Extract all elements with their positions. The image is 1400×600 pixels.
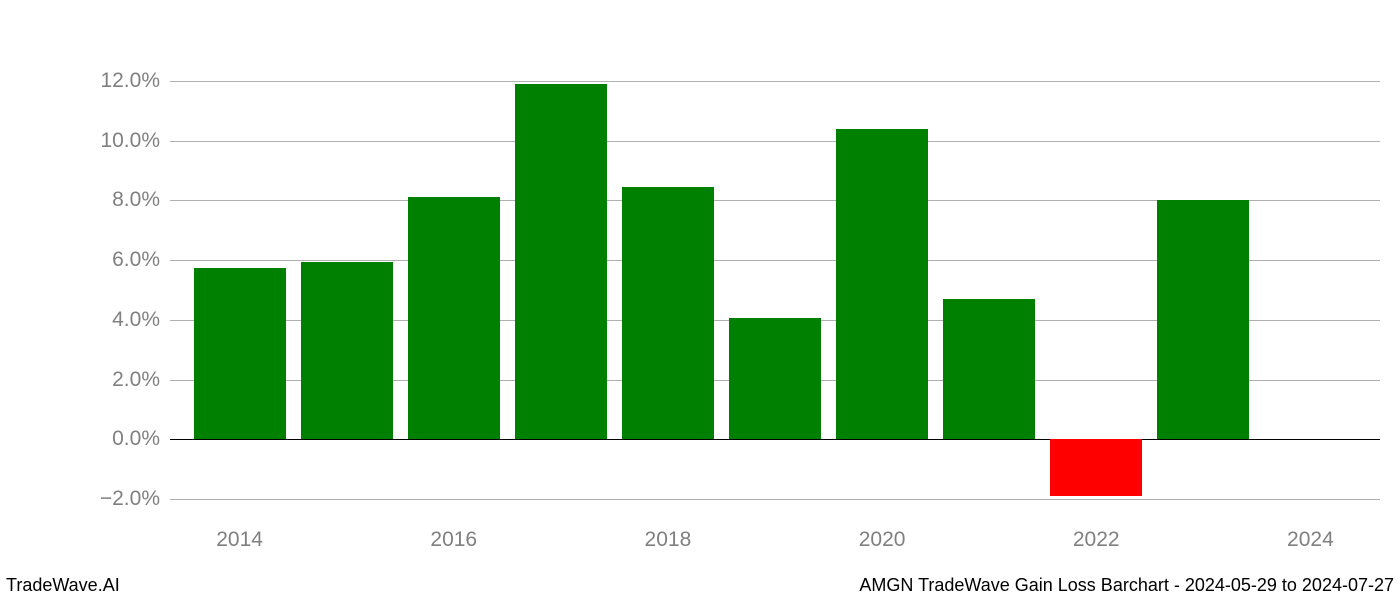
bar (515, 84, 607, 439)
y-tick-label: 10.0% (100, 129, 170, 153)
bar (1157, 200, 1249, 439)
bar (301, 262, 393, 440)
x-tick-label: 2022 (1073, 520, 1120, 552)
x-tick-label: 2014 (216, 520, 263, 552)
gridline (170, 81, 1380, 82)
y-tick-label: −2.0% (100, 487, 170, 511)
x-tick-label: 2018 (645, 520, 692, 552)
gridline (170, 141, 1380, 142)
zero-line (170, 439, 1380, 440)
y-tick-label: 4.0% (112, 308, 170, 332)
x-tick-label: 2016 (430, 520, 477, 552)
bar (836, 129, 928, 440)
bar (729, 318, 821, 439)
y-tick-label: 6.0% (112, 248, 170, 272)
gridline (170, 499, 1380, 500)
y-tick-label: 12.0% (100, 69, 170, 93)
bar (622, 187, 714, 439)
y-tick-label: 0.0% (112, 427, 170, 451)
x-tick-label: 2020 (859, 520, 906, 552)
bar (408, 197, 500, 439)
plot-area: −2.0%0.0%2.0%4.0%6.0%8.0%10.0%12.0%20142… (170, 60, 1380, 520)
y-tick-label: 2.0% (112, 368, 170, 392)
x-tick-label: 2024 (1287, 520, 1334, 552)
y-tick-label: 8.0% (112, 188, 170, 212)
bar (943, 299, 1035, 439)
bar (194, 268, 286, 440)
footer-left-text: TradeWave.AI (6, 575, 120, 596)
chart-container: −2.0% 0.0% 2.0% 4.0% 6.0% 8.0% 10.0% 12.0% 2014 2… (0, 0, 1400, 600)
bar (1050, 439, 1142, 496)
footer-right-text: AMGN TradeWave Gain Loss Barchart - 2024… (859, 575, 1394, 596)
